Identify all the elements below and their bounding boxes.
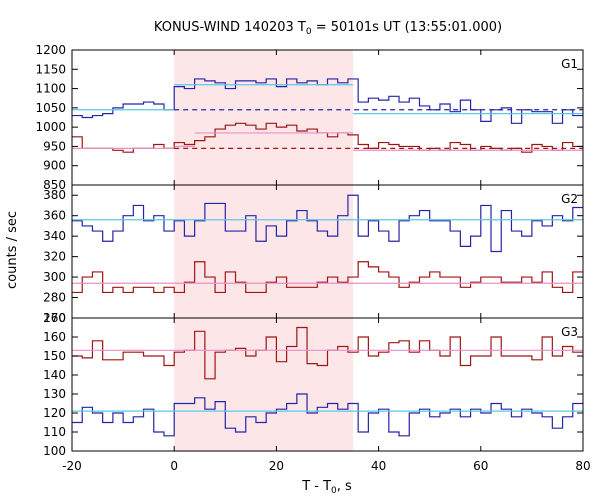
x-axis-label-rest: , s bbox=[337, 479, 352, 494]
panel-g3-y-tick-label: 160 bbox=[43, 330, 66, 344]
panel-g1-y-tick-label: 850 bbox=[43, 178, 66, 192]
panel-g1-y-tick-label: 1100 bbox=[35, 82, 66, 96]
panel-g2-y-tick-label: 280 bbox=[43, 291, 66, 305]
panel-g3-series-red-histogram bbox=[72, 326, 583, 380]
panel-g2-series-red-histogram bbox=[72, 261, 583, 294]
panel-g1-y-tick-label: 950 bbox=[43, 139, 66, 153]
panel-g3-label: G3 bbox=[561, 325, 578, 339]
frame-layer bbox=[71, 49, 584, 452]
x-tick-label: 40 bbox=[371, 459, 386, 473]
panel-g3-y-tick-label: 100 bbox=[43, 444, 66, 458]
chart-title-sub: 0 bbox=[306, 27, 312, 37]
x-axis-label-sub: 0 bbox=[331, 486, 337, 496]
panel-g1-y-tick-label: 900 bbox=[43, 159, 66, 173]
panel-g1-label: G1 bbox=[561, 57, 578, 71]
panel-g2-y-tick-label: 340 bbox=[43, 229, 66, 243]
panel-g3-y-tick-label: 130 bbox=[43, 387, 66, 401]
panel-g2-y-tick-label: 300 bbox=[43, 270, 66, 284]
panel-g2-series-blue-histogram bbox=[72, 194, 583, 253]
panel-g2-y-tick-label: 380 bbox=[43, 188, 66, 202]
panel-g1-y-tick-label: 1200 bbox=[35, 43, 66, 57]
panel-g3-y-tick-label: 170 bbox=[43, 311, 66, 325]
highlight-interval bbox=[174, 50, 354, 451]
x-tick-label: -20 bbox=[62, 459, 82, 473]
panel-g2-y-tick-label: 320 bbox=[43, 250, 66, 264]
panel-g3-frame bbox=[71, 317, 584, 452]
panel-g2-y-tick-label: 360 bbox=[43, 209, 66, 223]
x-tick-label: 80 bbox=[575, 459, 590, 473]
panel-g3-y-tick-label: 140 bbox=[43, 368, 66, 382]
x-axis-label: T - T0, s bbox=[301, 479, 352, 496]
y-axis-label: counts / sec bbox=[5, 211, 20, 289]
panel-g1-y-tick-label: 1150 bbox=[35, 62, 66, 76]
x-axis-label-main: T - T bbox=[301, 479, 331, 494]
panel-g3-y-tick-label: 120 bbox=[43, 406, 66, 420]
plot-layer bbox=[72, 78, 583, 437]
x-tick-label: 60 bbox=[473, 459, 488, 473]
panel-g2-y-tick-label: 260 bbox=[43, 311, 66, 325]
panel-g1-y-tick-label: 1000 bbox=[35, 120, 66, 134]
panel-g3-y-tick-label: 150 bbox=[43, 349, 66, 363]
chart-title-rest: = 50101s UT (13:55:01.000) bbox=[312, 20, 502, 35]
panel-g3-series-blue-histogram bbox=[72, 393, 583, 437]
tick-layer: 85090095010001050110011501200G1260280300… bbox=[35, 43, 590, 473]
x-tick-label: 0 bbox=[170, 459, 178, 473]
highlight-layer bbox=[174, 50, 354, 451]
x-tick-label: 20 bbox=[269, 459, 284, 473]
chart-title-main: KONUS-WIND 140203 T bbox=[154, 20, 306, 35]
panel-g3-y-tick-label: 110 bbox=[43, 425, 66, 439]
panel-g1-y-tick-label: 1050 bbox=[35, 101, 66, 115]
panel-g2-label: G2 bbox=[561, 192, 578, 206]
chart-title: KONUS-WIND 140203 T0 = 50101s UT (13:55:… bbox=[154, 20, 502, 37]
